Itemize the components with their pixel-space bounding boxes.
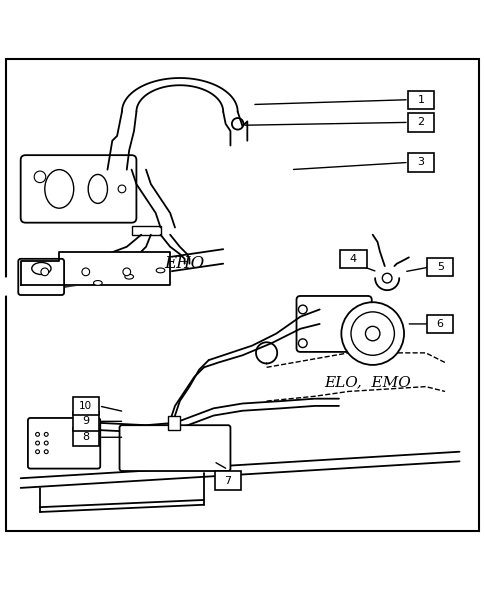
Ellipse shape xyxy=(156,268,165,273)
Bar xyxy=(167,415,180,430)
FancyBboxPatch shape xyxy=(73,412,99,431)
Circle shape xyxy=(298,305,306,314)
Circle shape xyxy=(341,302,403,365)
Text: 9: 9 xyxy=(82,417,89,427)
Ellipse shape xyxy=(45,169,74,208)
Text: 1: 1 xyxy=(417,95,424,104)
FancyBboxPatch shape xyxy=(73,396,99,415)
Circle shape xyxy=(298,339,306,348)
FancyBboxPatch shape xyxy=(28,418,100,468)
Circle shape xyxy=(44,432,48,436)
Circle shape xyxy=(231,118,243,130)
Text: 3: 3 xyxy=(417,158,424,168)
FancyBboxPatch shape xyxy=(426,258,453,276)
Text: ELO,  EMO: ELO, EMO xyxy=(324,375,410,389)
Circle shape xyxy=(381,273,391,283)
FancyBboxPatch shape xyxy=(426,315,453,333)
FancyBboxPatch shape xyxy=(18,259,64,295)
Circle shape xyxy=(44,450,48,454)
FancyBboxPatch shape xyxy=(73,428,99,447)
Circle shape xyxy=(118,185,125,193)
Text: 4: 4 xyxy=(349,254,356,264)
Circle shape xyxy=(350,312,393,355)
Text: 10: 10 xyxy=(79,401,92,411)
Polygon shape xyxy=(21,251,170,286)
Circle shape xyxy=(44,441,48,445)
Text: 8: 8 xyxy=(82,432,89,442)
Circle shape xyxy=(82,268,90,276)
Text: EHO: EHO xyxy=(164,255,204,272)
Circle shape xyxy=(35,432,39,436)
FancyBboxPatch shape xyxy=(339,250,366,268)
Circle shape xyxy=(35,450,39,454)
FancyBboxPatch shape xyxy=(407,113,433,132)
Circle shape xyxy=(35,441,39,445)
Circle shape xyxy=(122,268,130,276)
Text: 6: 6 xyxy=(436,319,443,329)
FancyBboxPatch shape xyxy=(119,425,230,471)
Circle shape xyxy=(34,171,45,183)
Text: 7: 7 xyxy=(224,476,231,486)
Ellipse shape xyxy=(88,175,107,204)
FancyBboxPatch shape xyxy=(214,471,241,490)
Ellipse shape xyxy=(32,263,51,274)
Circle shape xyxy=(365,326,379,341)
Ellipse shape xyxy=(93,280,102,286)
FancyBboxPatch shape xyxy=(407,153,433,172)
Text: 2: 2 xyxy=(417,117,424,127)
FancyBboxPatch shape xyxy=(407,90,433,109)
FancyBboxPatch shape xyxy=(296,296,371,352)
Ellipse shape xyxy=(124,274,133,279)
Text: 5: 5 xyxy=(436,262,443,272)
Bar xyxy=(131,226,160,235)
FancyBboxPatch shape xyxy=(21,155,136,222)
Circle shape xyxy=(41,268,48,276)
